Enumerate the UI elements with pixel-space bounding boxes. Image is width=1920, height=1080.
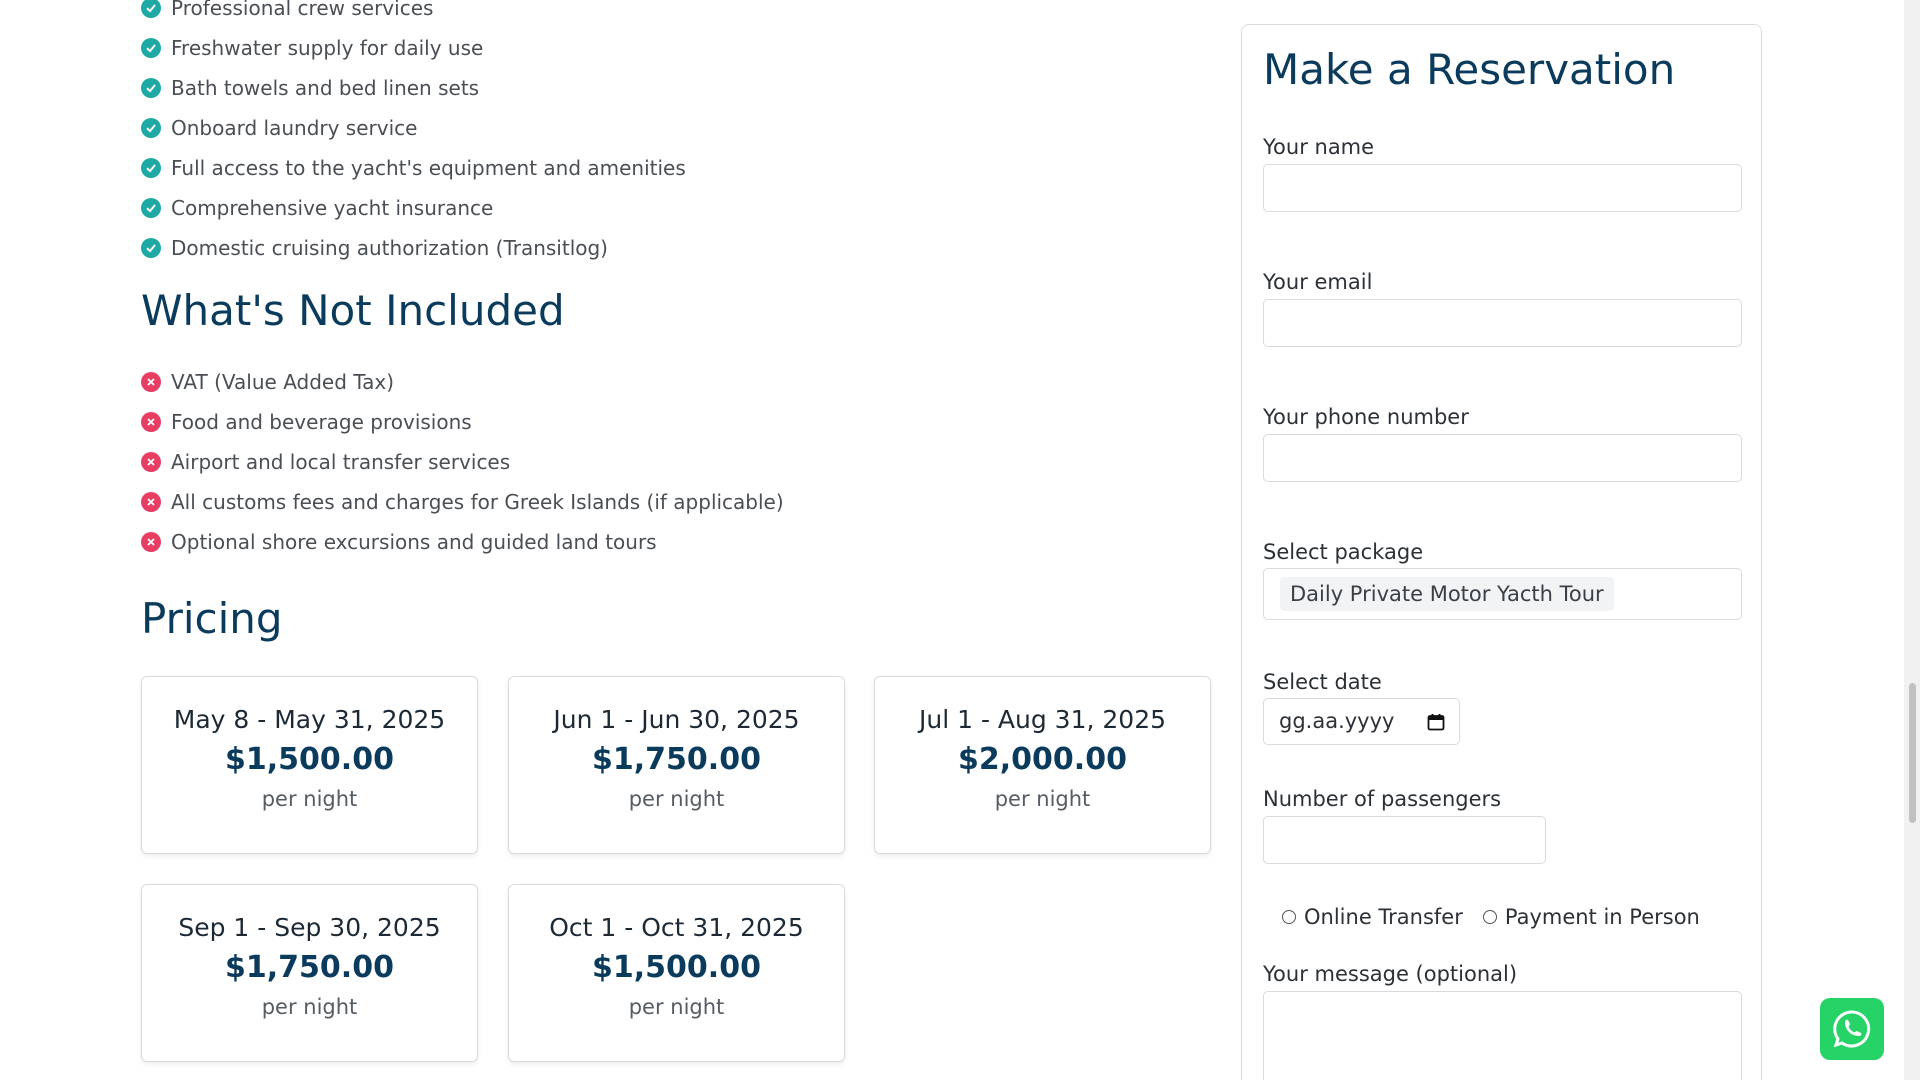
pricing-title: Pricing (141, 594, 283, 643)
price-range: Jun 1 - Jun 30, 2025 (553, 705, 800, 734)
phone-label: Your phone number (1263, 405, 1469, 429)
not-included-item-label: Food and beverage provisions (171, 410, 472, 434)
price-amount: $1,750.00 (225, 950, 394, 985)
check-icon (141, 118, 161, 138)
cross-icon (141, 412, 161, 432)
price-range: Sep 1 - Sep 30, 2025 (178, 913, 441, 942)
included-item-label: Full access to the yacht's equipment and… (171, 156, 686, 180)
reservation-form: Make a Reservation Your name Your email … (1241, 24, 1762, 1080)
included-item-label: Comprehensive yacht insurance (171, 196, 494, 220)
not-included-item-label: All customs fees and charges for Greek I… (171, 490, 784, 514)
price-card: Sep 1 - Sep 30, 2025 $1,750.00 per night (141, 884, 478, 1062)
date-label: Select date (1263, 670, 1382, 694)
date-input[interactable]: gg.aa.yyyy (1263, 698, 1460, 745)
included-item-label: Bath towels and bed linen sets (171, 76, 480, 100)
payment-option-in-person[interactable]: Payment in Person (1482, 905, 1700, 929)
check-icon (141, 78, 161, 98)
name-label: Your name (1263, 135, 1375, 159)
passengers-label: Number of passengers (1263, 787, 1502, 811)
list-item: Freshwater supply for daily use (141, 28, 686, 68)
list-item: Onboard laundry service (141, 108, 686, 148)
whatsapp-button[interactable] (1820, 998, 1884, 1060)
payment-options: Online Transfer Payment in Person (1282, 905, 1720, 929)
list-item: Professional crew services (141, 0, 686, 28)
list-item: Comprehensive yacht insurance (141, 188, 686, 228)
not-included-list: VAT (Value Added Tax) Food and beverage … (141, 362, 784, 562)
cross-icon (141, 372, 161, 392)
check-icon (141, 38, 161, 58)
price-amount: $2,000.00 (958, 742, 1127, 777)
date-placeholder: gg.aa.yyyy (1279, 709, 1395, 733)
price-card: May 8 - May 31, 2025 $1,500.00 per night (141, 676, 478, 854)
not-included-item-label: VAT (Value Added Tax) (171, 370, 395, 394)
not-included-title: What's Not Included (141, 286, 565, 335)
passengers-input[interactable] (1263, 816, 1546, 864)
email-label: Your email (1263, 270, 1373, 294)
message-textarea[interactable] (1263, 991, 1742, 1080)
scrollbar-thumb[interactable] (1909, 683, 1916, 823)
list-item: Airport and local transfer services (141, 442, 784, 482)
cross-icon (141, 492, 161, 512)
not-included-item-label: Optional shore excursions and guided lan… (171, 530, 657, 554)
included-item-label: Freshwater supply for daily use (171, 36, 484, 60)
package-select[interactable]: Daily Private Motor Yacth Tour (1263, 568, 1742, 620)
list-item: Food and beverage provisions (141, 402, 784, 442)
price-card: Jun 1 - Jun 30, 2025 $1,750.00 per night (508, 676, 845, 854)
price-card: Oct 1 - Oct 31, 2025 $1,500.00 per night (508, 884, 845, 1062)
price-card: Jul 1 - Aug 31, 2025 $2,000.00 per night (874, 676, 1211, 854)
price-range: Oct 1 - Oct 31, 2025 (549, 913, 804, 942)
price-range: May 8 - May 31, 2025 (173, 705, 446, 734)
included-item-label: Domestic cruising authorization (Transit… (171, 236, 608, 260)
package-label: Select package (1263, 540, 1424, 564)
included-list: Professional crew services Freshwater su… (141, 0, 686, 268)
reservation-title: Make a Reservation (1263, 45, 1676, 94)
whatsapp-icon (1833, 1010, 1871, 1048)
price-amount: $1,500.00 (225, 742, 394, 777)
list-item: Full access to the yacht's equipment and… (141, 148, 686, 188)
included-item-label: Professional crew services (171, 0, 434, 20)
price-amount: $1,500.00 (592, 950, 761, 985)
check-icon (141, 198, 161, 218)
email-input[interactable] (1263, 299, 1742, 347)
cross-icon (141, 452, 161, 472)
package-selected-value: Daily Private Motor Yacth Tour (1280, 577, 1614, 611)
price-unit: per night (261, 787, 358, 811)
scrollbar[interactable] (1904, 0, 1920, 1080)
price-unit: per night (628, 787, 725, 811)
price-unit: per night (994, 787, 1091, 811)
price-amount: $1,750.00 (592, 742, 761, 777)
name-input[interactable] (1263, 164, 1742, 212)
cross-icon (141, 532, 161, 552)
list-item: Bath towels and bed linen sets (141, 68, 686, 108)
payment-option-online-transfer[interactable]: Online Transfer (1282, 905, 1463, 929)
payment-option-label: Payment in Person (1504, 905, 1700, 929)
calendar-icon[interactable] (1427, 713, 1445, 731)
phone-input[interactable] (1263, 434, 1742, 482)
included-item-label: Onboard laundry service (171, 116, 418, 140)
price-unit: per night (261, 995, 358, 1019)
list-item: All customs fees and charges for Greek I… (141, 482, 784, 522)
message-label: Your message (optional) (1263, 962, 1518, 986)
radio-icon[interactable] (1282, 910, 1296, 924)
check-icon (141, 238, 161, 258)
check-icon (141, 158, 161, 178)
check-icon (141, 0, 161, 18)
radio-icon[interactable] (1482, 910, 1497, 924)
price-range: Jul 1 - Aug 31, 2025 (918, 705, 1167, 734)
list-item: VAT (Value Added Tax) (141, 362, 784, 402)
list-item: Domestic cruising authorization (Transit… (141, 228, 686, 268)
list-item: Optional shore excursions and guided lan… (141, 522, 784, 562)
not-included-item-label: Airport and local transfer services (171, 450, 511, 474)
payment-option-label: Online Transfer (1304, 905, 1463, 929)
price-unit: per night (628, 995, 725, 1019)
